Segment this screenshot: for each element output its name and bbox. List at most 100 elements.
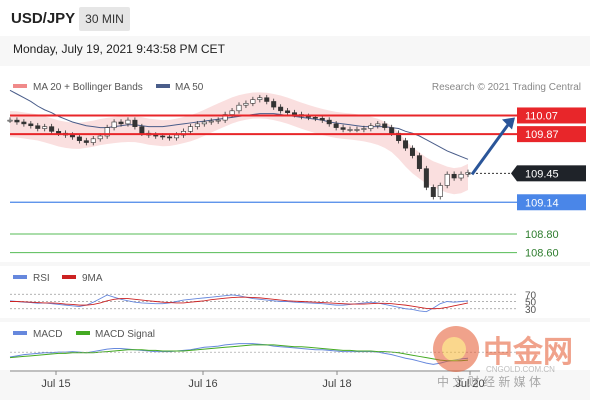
last-price-label: 109.45: [525, 168, 559, 180]
candle: [236, 102, 242, 114]
candle-body: [347, 129, 353, 131]
candle: [125, 117, 131, 127]
target-label: 108.80: [525, 229, 559, 241]
candle-body: [83, 140, 89, 143]
macd-series-layer: [9, 343, 517, 365]
forecast-arrow-head: [502, 117, 515, 130]
resistance-label: 109.87: [525, 129, 559, 141]
candle: [340, 124, 346, 133]
timestamp: Monday, July 19, 2021 9:43:58 PM CET: [13, 42, 225, 56]
candle-body: [354, 129, 360, 131]
candle-body: [215, 119, 221, 122]
ma50-legend-swatch: [156, 84, 170, 88]
candle: [416, 152, 422, 172]
candle-body: [285, 110, 291, 113]
resistance-tag: [517, 126, 586, 143]
candle: [347, 126, 353, 133]
candle-body: [14, 119, 20, 123]
candle-body: [305, 116, 311, 118]
candle: [271, 98, 277, 110]
target-label: 108.60: [525, 248, 559, 260]
macd-legend-label: MACD: [33, 329, 62, 340]
last-price-tag: [517, 165, 586, 182]
candle-body: [194, 123, 200, 127]
x-tick-label: Jul 16: [188, 378, 217, 390]
rsi-legend: RSI 9MA: [13, 273, 103, 284]
rsi-ma-legend-label: 9MA: [82, 273, 103, 284]
candle-body: [451, 173, 457, 179]
candle-body: [35, 125, 41, 129]
candle: [403, 137, 409, 151]
candle-body: [326, 119, 332, 125]
watermark-brand: 中金网: [483, 335, 573, 369]
candle-body: [69, 134, 75, 138]
x-tick-label: Jul 20: [455, 378, 484, 390]
candle: [215, 117, 221, 124]
rsi-ma-line: [10, 296, 469, 310]
candle: [7, 117, 13, 123]
candle: [361, 125, 367, 133]
candle-body: [167, 136, 173, 139]
watermark-url: CNGOLD.COM.CN: [486, 365, 555, 374]
candle: [132, 117, 138, 130]
macd-legend: MACD MACD Signal: [13, 329, 155, 340]
candle: [243, 100, 249, 108]
bollinger-band: [10, 92, 468, 195]
candle: [35, 122, 41, 132]
chart-header: USD/JPY 30 MIN: [0, 0, 590, 36]
rsi-legend-label: RSI: [33, 273, 50, 284]
candle-body: [430, 187, 436, 197]
candle: [208, 118, 214, 125]
x-tick-label: Jul 15: [41, 378, 70, 390]
candle: [319, 115, 325, 123]
candle-body: [7, 119, 13, 122]
candle-body: [437, 185, 443, 197]
rsi-plot-area: [0, 266, 590, 318]
candle-body: [125, 119, 131, 125]
candle-body: [444, 173, 450, 186]
candle-body: [243, 103, 249, 106]
candle-body: [236, 104, 242, 112]
forecast-arrow-shaft: [470, 122, 511, 176]
candle: [14, 117, 20, 125]
candle-body: [28, 123, 34, 127]
candle-body: [208, 120, 214, 123]
candle-body: [90, 138, 96, 143]
rsi-level-label: 70: [525, 290, 537, 301]
timeframe-button[interactable]: 30 MIN: [79, 7, 130, 31]
currency-pair-title: USD/JPY: [11, 10, 76, 27]
candle: [354, 126, 360, 133]
candle-body: [264, 97, 270, 102]
candle-body: [160, 135, 166, 138]
candle: [333, 121, 339, 131]
candle-body: [389, 127, 395, 134]
candle-body: [49, 126, 55, 132]
candle-body: [333, 123, 339, 128]
candle: [430, 184, 436, 200]
candle: [104, 124, 110, 139]
bollinger-legend-swatch: [13, 84, 27, 88]
candle-body: [132, 119, 138, 127]
rsi-legend-swatch: [13, 275, 27, 279]
candle: [278, 104, 284, 114]
ma50-legend-label: MA 50: [175, 82, 204, 93]
support-tag: [517, 194, 586, 211]
candle: [264, 94, 270, 105]
candle: [21, 119, 27, 127]
candle: [409, 145, 415, 159]
main-plot-area: [0, 66, 590, 262]
candle: [49, 123, 55, 135]
candle-body: [416, 155, 422, 169]
candle: [42, 123, 48, 132]
candle-body: [139, 126, 145, 134]
candle: [423, 165, 429, 191]
candle: [375, 121, 381, 129]
candle-body: [292, 112, 298, 115]
bollinger-legend-label: MA 20 + Bollinger Bands: [33, 82, 143, 93]
candle: [451, 171, 457, 181]
candle-body: [76, 136, 82, 141]
resistance-label: 110.07: [525, 110, 558, 122]
candle-body: [361, 128, 367, 130]
